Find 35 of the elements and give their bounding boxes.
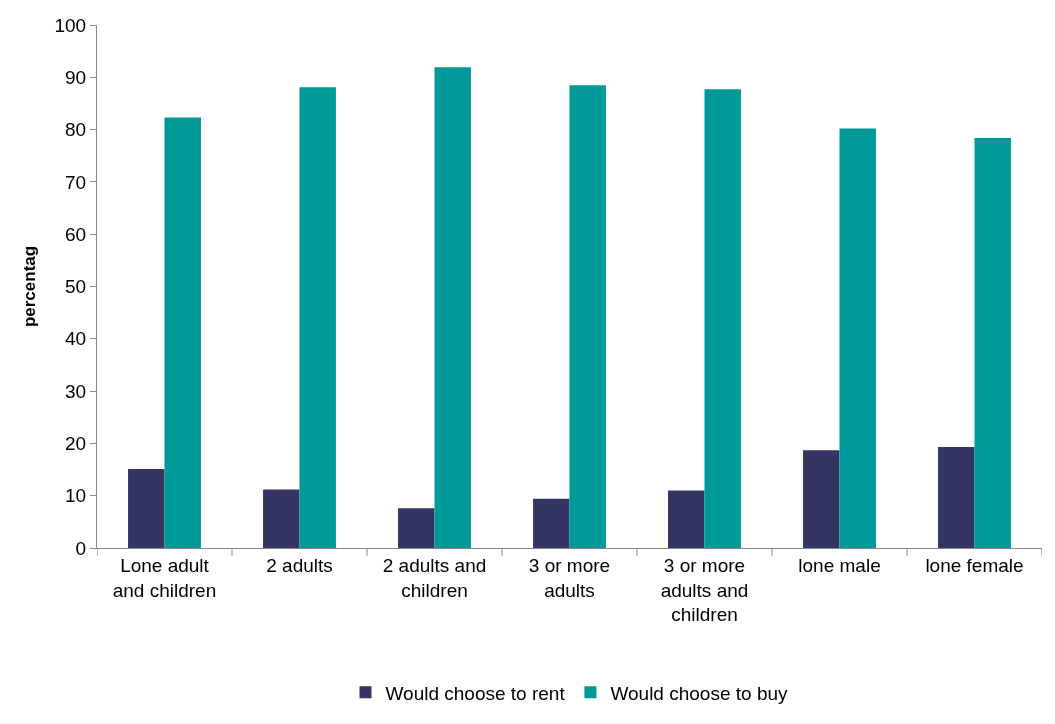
bar	[569, 85, 606, 548]
y-tick-label: 100	[54, 14, 87, 36]
y-tick-label: 80	[65, 119, 87, 141]
x-tick-label: 2 adults and children	[382, 554, 487, 601]
y-tick-label: 50	[65, 276, 87, 298]
bar	[164, 117, 201, 548]
bar	[803, 450, 840, 548]
bar	[704, 89, 741, 548]
bar	[299, 87, 336, 548]
y-tick-label: 40	[65, 328, 87, 350]
x-tick-label: lone female	[925, 554, 1024, 576]
bar	[938, 447, 975, 548]
bar	[128, 469, 165, 548]
y-tick-label: 90	[65, 66, 87, 88]
y-tick-label: 10	[65, 485, 87, 507]
x-tick-label: 3 or more adults and children	[660, 554, 749, 626]
y-tick-label: 0	[75, 537, 87, 559]
x-tick-label: 2 adults	[266, 554, 333, 576]
bar	[668, 490, 705, 548]
y-tick-label: 60	[65, 223, 87, 245]
y-tick-label: 30	[65, 380, 87, 402]
bar	[398, 508, 435, 548]
bar	[974, 137, 1011, 548]
y-tick-label: 70	[65, 171, 87, 193]
y-tick-label: 20	[65, 433, 87, 455]
bar	[533, 498, 570, 548]
x-tick-label: Lone adult and children	[112, 554, 217, 601]
x-tick-label: lone male	[798, 554, 881, 576]
y-axis-title: percentag	[20, 245, 40, 328]
bar	[434, 67, 471, 548]
x-tick-label: 3 or more adults	[528, 554, 611, 601]
legend-label: Would choose to rent	[385, 682, 566, 704]
bar	[263, 489, 300, 548]
legend-label: Would choose to buy	[610, 682, 789, 704]
bar	[839, 128, 876, 548]
